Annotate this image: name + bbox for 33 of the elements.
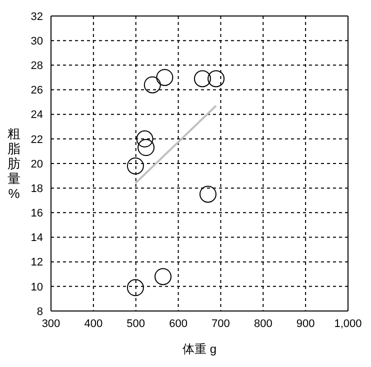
y-tick-label: 18 bbox=[30, 182, 43, 195]
y-tick-label: 16 bbox=[30, 208, 43, 220]
x-tick-label: 1,000 bbox=[334, 318, 362, 330]
point bbox=[126, 157, 144, 174]
y-tick-label: 32 bbox=[30, 10, 43, 23]
point bbox=[144, 76, 161, 94]
y-tick-label: 30 bbox=[30, 35, 43, 48]
point bbox=[126, 279, 144, 296]
x-tick-label: 800 bbox=[254, 318, 272, 330]
y-tick-label: 20 bbox=[30, 158, 43, 170]
point bbox=[156, 68, 174, 86]
y-tick-label: 14 bbox=[30, 232, 43, 244]
x-tick-label: 500 bbox=[126, 318, 146, 330]
point bbox=[138, 139, 155, 156]
y-axis-title: 粗脂肪量% bbox=[8, 126, 20, 201]
y-tick-label: 10 bbox=[30, 281, 43, 294]
y-tick-label: 28 bbox=[30, 60, 43, 72]
point bbox=[136, 130, 154, 148]
y-tick-label: 22 bbox=[30, 134, 43, 146]
x-tick-label: 300 bbox=[42, 318, 60, 330]
x-tick-label: 600 bbox=[169, 318, 188, 330]
point bbox=[154, 268, 172, 286]
point bbox=[208, 70, 225, 88]
x-axis-title: 体重 g bbox=[182, 342, 217, 356]
y-tick-label: 12 bbox=[30, 256, 43, 269]
x-tick-label: 400 bbox=[84, 318, 103, 330]
point bbox=[194, 70, 211, 88]
y-tick-label: 24 bbox=[30, 109, 43, 122]
y-tick-label: 8 bbox=[36, 306, 43, 318]
x-tick-label: 700 bbox=[212, 318, 230, 330]
x-tick-label: 900 bbox=[296, 318, 315, 330]
y-tick-label: 26 bbox=[30, 84, 43, 97]
point bbox=[199, 186, 216, 203]
